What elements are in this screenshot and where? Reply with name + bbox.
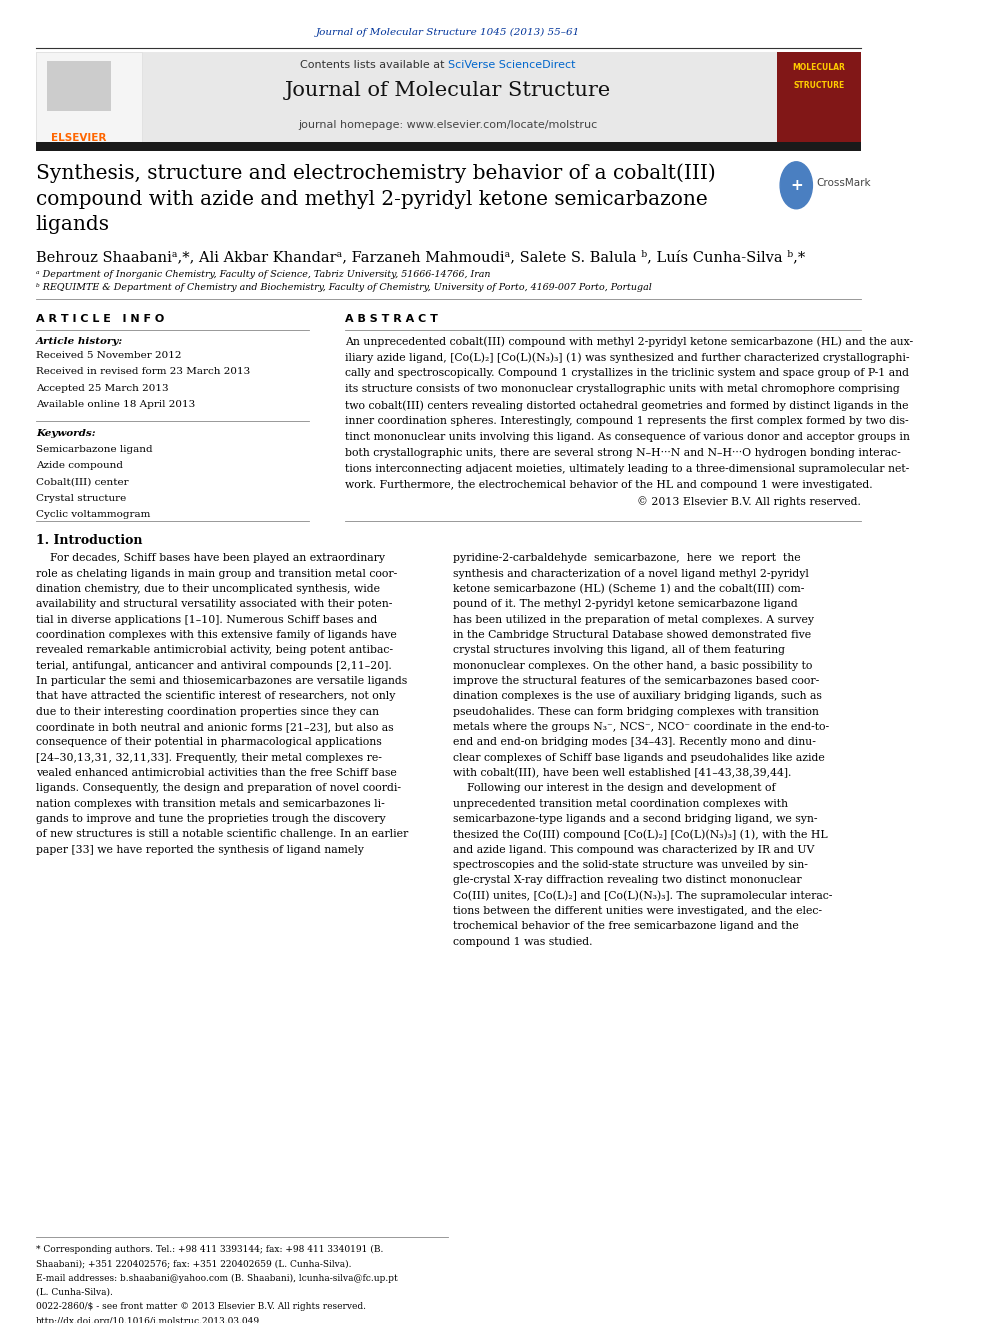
Text: mononuclear complexes. On the other hand, a basic possibility to: mononuclear complexes. On the other hand… [452,660,812,671]
Text: CrossMark: CrossMark [816,177,871,188]
Text: end and end-on bridging modes [34–43]. Recently mono and dinu-: end and end-on bridging modes [34–43]. R… [452,737,815,747]
Text: tinct mononuclear units involving this ligand. As consequence of various donor a: tinct mononuclear units involving this l… [345,433,910,442]
Text: A R T I C L E   I N F O: A R T I C L E I N F O [36,315,164,324]
Bar [36,52,861,143]
Text: Article history:: Article history: [36,336,123,345]
Text: For decades, Schiff bases have been played an extraordinary: For decades, Schiff bases have been play… [36,553,385,564]
Text: dination chemistry, due to their uncomplicated synthesis, wide: dination chemistry, due to their uncompl… [36,583,380,594]
Text: Received in revised form 23 March 2013: Received in revised form 23 March 2013 [36,368,250,376]
Text: pound of it. The methyl 2-pyridyl ketone semicarbazone ligand: pound of it. The methyl 2-pyridyl ketone… [452,599,798,610]
Text: pseudohalides. These can form bridging complexes with transition: pseudohalides. These can form bridging c… [452,706,818,717]
Text: Shaabani); +351 220402576; fax: +351 220402659 (L. Cunha-Silva).: Shaabani); +351 220402576; fax: +351 220… [36,1259,351,1269]
Text: vealed enhanced antimicrobial activities than the free Schiff base: vealed enhanced antimicrobial activities… [36,767,397,778]
Text: Journal of Molecular Structure: Journal of Molecular Structure [286,81,611,101]
Text: gle-crystal X-ray diffraction revealing two distinct mononuclear: gle-crystal X-ray diffraction revealing … [452,876,802,885]
Text: compound 1 was studied.: compound 1 was studied. [452,937,592,946]
Text: Following our interest in the design and development of: Following our interest in the design and… [452,783,776,794]
Text: STRUCTURE: STRUCTURE [793,81,844,90]
Text: Cyclic voltammogram: Cyclic voltammogram [36,511,150,519]
Text: tions between the different unities were investigated, and the elec-: tions between the different unities were… [452,906,821,916]
Text: two cobalt(III) centers revealing distorted octahedral geometries and formed by : two cobalt(III) centers revealing distor… [345,401,909,411]
Text: Accepted 25 March 2013: Accepted 25 March 2013 [36,384,169,393]
Text: its structure consists of two mononuclear crystallographic units with metal chro: its structure consists of two mononuclea… [345,385,900,394]
Bar [778,52,861,143]
Text: In particular the semi and thiosemicarbazones are versatile ligands: In particular the semi and thiosemicarba… [36,676,407,685]
Text: inner coordination spheres. Interestingly, compound 1 represents the first compl: inner coordination spheres. Interestingl… [345,417,909,426]
Text: Cobalt(III) center: Cobalt(III) center [36,478,129,487]
Text: ligands. Consequently, the design and preparation of novel coordi-: ligands. Consequently, the design and pr… [36,783,401,794]
Text: crystal structures involving this ligand, all of them featuring: crystal structures involving this ligand… [452,646,785,655]
Text: work. Furthermore, the electrochemical behavior of the HL and compound 1 were in: work. Furthermore, the electrochemical b… [345,480,873,490]
Text: coordination complexes with this extensive family of ligands have: coordination complexes with this extensi… [36,630,397,640]
Text: Behrouz Shaabaniᵃ,*, Ali Akbar Khandarᵃ, Farzaneh Mahmoudiᵃ, Salete S. Balula ᵇ,: Behrouz Shaabaniᵃ,*, Ali Akbar Khandarᵃ,… [36,250,806,265]
Text: journal homepage: www.elsevier.com/locate/molstruc: journal homepage: www.elsevier.com/locat… [299,120,598,130]
Text: MOLECULAR: MOLECULAR [793,62,845,71]
Text: that have attracted the scientific interest of researchers, not only: that have attracted the scientific inter… [36,691,395,701]
Text: role as chelating ligands in main group and transition metal coor-: role as chelating ligands in main group … [36,569,397,578]
Text: paper [33] we have reported the synthesis of ligand namely: paper [33] we have reported the synthesi… [36,844,364,855]
Text: consequence of their potential in pharmacological applications: consequence of their potential in pharma… [36,737,382,747]
Text: Synthesis, structure and electrochemistry behavior of a cobalt(III)
compound wit: Synthesis, structure and electrochemistr… [36,163,715,234]
Text: coordinate in both neutral and anionic forms [21–23], but also as: coordinate in both neutral and anionic f… [36,722,394,732]
Text: has been utilized in the preparation of metal complexes. A survey: has been utilized in the preparation of … [452,615,813,624]
Text: due to their interesting coordination properties since they can: due to their interesting coordination pr… [36,706,379,717]
Text: ᵃ Department of Inorganic Chemistry, Faculty of Science, Tabriz University, 5166: ᵃ Department of Inorganic Chemistry, Fac… [36,270,490,279]
Bar [778,52,861,143]
Text: E-mail addresses: b.shaabani@yahoo.com (B. Shaabani), lcunha-silva@fc.up.pt: E-mail addresses: b.shaabani@yahoo.com (… [36,1274,398,1282]
Text: © 2013 Elsevier B.V. All rights reserved.: © 2013 Elsevier B.V. All rights reserved… [637,496,861,507]
Text: Semicarbazone ligand: Semicarbazone ligand [36,445,153,454]
Text: unprecedented transition metal coordination complexes with: unprecedented transition metal coordinat… [452,799,788,808]
Text: cally and spectroscopically. Compound 1 crystallizes in the triclinic system and: cally and spectroscopically. Compound 1 … [345,369,910,378]
Text: SciVerse ScienceDirect: SciVerse ScienceDirect [448,60,575,70]
Text: revealed remarkable antimicrobial activity, being potent antibac-: revealed remarkable antimicrobial activi… [36,646,393,655]
Bar [36,52,142,143]
Text: Co(III) unites, [Co(L)₂] and [Co(L)(N₃)₃]. The supramolecular interac-: Co(III) unites, [Co(L)₂] and [Co(L)(N₃)₃… [452,890,832,901]
Text: semicarbazone-type ligands and a second bridging ligand, we syn-: semicarbazone-type ligands and a second … [452,814,817,824]
Text: ᵇ REQUIMTE & Department of Chemistry and Biochemistry, Faculty of Chemistry, Uni: ᵇ REQUIMTE & Department of Chemistry and… [36,283,652,292]
Text: thesized the Co(III) compound [Co(L)₂] [Co(L)(N₃)₃] (1), with the HL: thesized the Co(III) compound [Co(L)₂] [… [452,830,827,840]
Text: of new structures is still a notable scientific challenge. In an earlier: of new structures is still a notable sci… [36,830,408,839]
Text: and azide ligand. This compound was characterized by IR and UV: and azide ligand. This compound was char… [452,844,814,855]
Text: gands to improve and tune the proprieties trough the discovery: gands to improve and tune the proprietie… [36,814,386,824]
Text: iliary azide ligand, [Co(L)₂] [Co(L)(N₃)₃] (1) was synthesized and further chara: iliary azide ligand, [Co(L)₂] [Co(L)(N₃)… [345,352,910,363]
Text: Keywords:: Keywords: [36,429,95,438]
Text: Available online 18 April 2013: Available online 18 April 2013 [36,400,195,409]
Text: with cobalt(III), have been well established [41–43,38,39,44].: with cobalt(III), have been well establi… [452,767,792,778]
Text: Journal of Molecular Structure 1045 (2013) 55–61: Journal of Molecular Structure 1045 (201… [316,28,580,37]
Text: ELSEVIER: ELSEVIER [52,134,106,143]
Text: tial in diverse applications [1–10]. Numerous Schiff bases and: tial in diverse applications [1–10]. Num… [36,615,377,624]
Text: +: + [790,177,803,193]
Text: Crystal structure: Crystal structure [36,493,126,503]
Text: spectroscopies and the solid-state structure was unveiled by sin-: spectroscopies and the solid-state struc… [452,860,807,871]
Text: tions interconnecting adjacent moieties, ultimately leading to a three-dimension: tions interconnecting adjacent moieties,… [345,464,910,474]
Text: availability and structural versatility associated with their poten-: availability and structural versatility … [36,599,392,610]
Text: Received 5 November 2012: Received 5 November 2012 [36,351,182,360]
Text: Azide compound: Azide compound [36,462,123,470]
Text: terial, antifungal, anticancer and antiviral compounds [2,11–20].: terial, antifungal, anticancer and antiv… [36,660,392,671]
Text: metals where the groups N₃⁻, NCS⁻, NCO⁻ coordinate in the end-to-: metals where the groups N₃⁻, NCS⁻, NCO⁻ … [452,722,829,732]
Text: http://dx.doi.org/10.1016/j.molstruc.2013.03.049: http://dx.doi.org/10.1016/j.molstruc.201… [36,1316,260,1323]
Text: (L. Cunha-Silva).: (L. Cunha-Silva). [36,1287,113,1297]
Text: [24–30,13,31, 32,11,33]. Frequently, their metal complexes re-: [24–30,13,31, 32,11,33]. Frequently, the… [36,753,382,762]
Text: An unprecedented cobalt(III) compound with methyl 2-pyridyl ketone semicarbazone: An unprecedented cobalt(III) compound wi… [345,336,914,347]
Text: A B S T R A C T: A B S T R A C T [345,315,438,324]
Text: nation complexes with transition metals and semicarbazones li-: nation complexes with transition metals … [36,799,385,808]
Circle shape [780,161,812,209]
Text: * Corresponding authors. Tel.: +98 411 3393144; fax: +98 411 3340191 (B.: * Corresponding authors. Tel.: +98 411 3… [36,1245,383,1254]
Text: Contents lists available at: Contents lists available at [301,60,448,70]
Text: 1. Introduction: 1. Introduction [36,533,143,546]
Text: both crystallographic units, there are several strong N–H···N and N–H···O hydrog: both crystallographic units, there are s… [345,448,901,458]
Text: pyridine-2-carbaldehyde  semicarbazone,  here  we  report  the: pyridine-2-carbaldehyde semicarbazone, h… [452,553,801,564]
Text: clear complexes of Schiff base ligands and pseudohalides like azide: clear complexes of Schiff base ligands a… [452,753,824,762]
Text: improve the structural features of the semicarbazones based coor-: improve the structural features of the s… [452,676,819,685]
Text: 0022-2860/$ - see front matter © 2013 Elsevier B.V. All rights reserved.: 0022-2860/$ - see front matter © 2013 El… [36,1302,366,1311]
Bar [36,143,861,151]
Text: dination complexes is the use of auxiliary bridging ligands, such as: dination complexes is the use of auxilia… [452,691,821,701]
Text: synthesis and characterization of a novel ligand methyl 2-pyridyl: synthesis and characterization of a nove… [452,569,808,578]
Text: trochemical behavior of the free semicarbazone ligand and the: trochemical behavior of the free semicar… [452,921,799,931]
Text: in the Cambridge Structural Database showed demonstrated five: in the Cambridge Structural Database sho… [452,630,810,640]
Bar [47,61,111,111]
Text: ketone semicarbazone (HL) (Scheme 1) and the cobalt(III) com-: ketone semicarbazone (HL) (Scheme 1) and… [452,583,805,594]
